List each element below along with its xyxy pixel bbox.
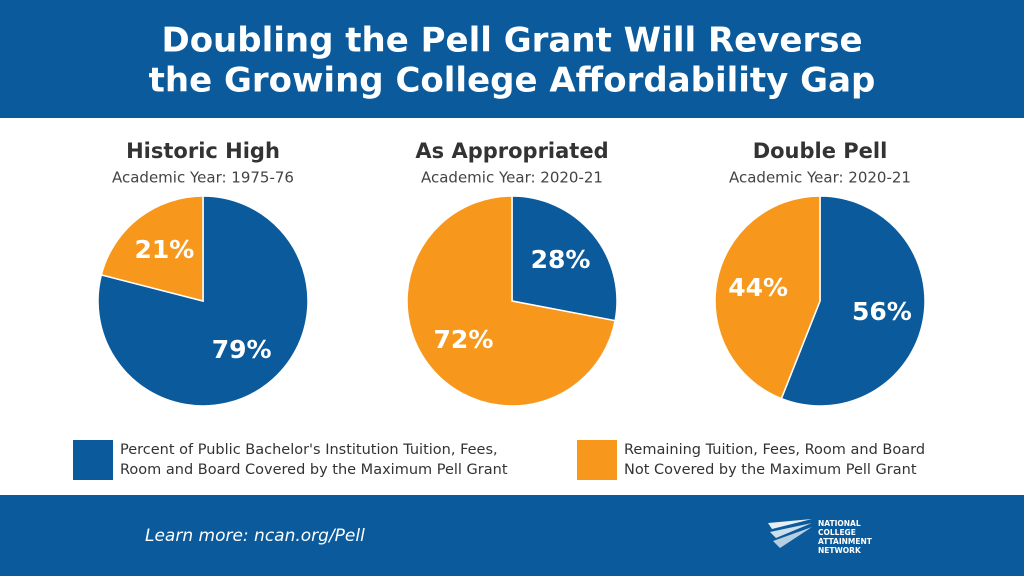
pie-slice [97,195,309,407]
pie-slice [511,195,618,322]
chart-title: Historic High [126,139,280,163]
legend-text: Room and Board Covered by the Maximum Pe… [120,462,508,478]
legend-text: Not Covered by the Maximum Pell Grant [624,462,917,478]
chart-subtitle: Academic Year: 2020-21 [421,169,603,187]
title: Doubling the Pell Grant Will Reverse [161,21,862,61]
logo-text: COLLEGE [818,528,856,537]
logo-text: NATIONAL [818,519,861,528]
chart-title: Double Pell [753,139,888,163]
logo-mark [768,519,812,548]
legend-swatch [577,440,617,480]
chart-title: As Appropriated [415,139,608,163]
slice-label: 72% [434,325,494,354]
slice-label: 56% [852,297,912,326]
chart-subtitle: Academic Year: 1975-76 [112,169,294,187]
title: the Growing College Affordability Gap [149,61,876,101]
footer-link[interactable]: Learn more: ncan.org/Pell [145,526,365,546]
slice-label: 28% [531,245,591,274]
chart-subtitle: Academic Year: 2020-21 [729,169,911,187]
slice-label: 44% [728,273,788,302]
legend-text: Remaining Tuition, Fees, Room and Board [624,442,925,458]
pie-slice [780,195,926,407]
slice-label: 21% [134,235,194,264]
legend-swatch [73,440,113,480]
pie-slice [406,195,617,407]
slice-label: 79% [212,335,272,364]
header-band [0,0,1024,118]
legend-text: Percent of Public Bachelor's Institution… [120,442,498,458]
pie-slice [100,195,204,302]
pie-slice [714,195,821,400]
footer-band [0,495,1024,576]
logo-text: NETWORK [818,546,862,555]
logo-text: ATTAINMENT [818,537,873,546]
